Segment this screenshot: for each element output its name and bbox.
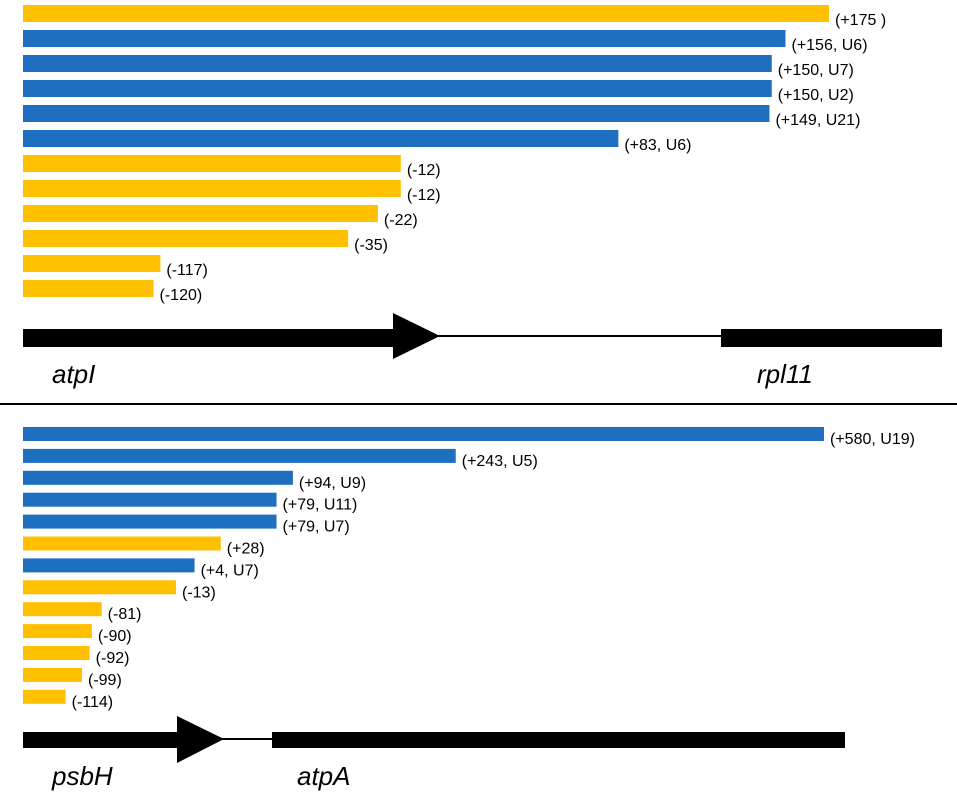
bar-label-1-4: (+149, U21) [775,112,860,129]
bar-1-10 [23,255,161,272]
bar-label-1-7: (-12) [407,187,441,204]
bar-2-2 [23,470,293,485]
bar-label-1-3: (+150, U2) [778,87,854,104]
bar-label-1-2: (+150, U7) [778,62,854,79]
bar-label-2-12: (-114) [72,694,114,711]
bar-1-7 [23,180,401,197]
bar-label-2-10: (-92) [96,650,130,667]
bar-label-2-5: (+28) [227,541,265,558]
bar-2-11 [23,667,83,682]
bar-label-2-0: (+580, U19) [830,431,915,448]
bar-1-11 [23,280,154,297]
rpl11-gene-body [721,329,942,347]
atpA-gene-body [272,732,845,748]
bar-label-1-11: (-120) [160,287,203,304]
gene-map-2: psbH atpA [23,716,845,791]
bar-label-1-9: (-35) [354,237,388,254]
bar-2-10 [23,646,90,660]
gene-map-1: atpI rpl11 [23,313,942,389]
bar-label-1-8: (-22) [384,212,418,229]
gene-label-atpA: atpA [297,761,351,791]
bar-2-7 [23,580,176,595]
panel-atpI-rpl11: (+175 ) (+156, U6) (+150, U7) (+150, U2) (+1… [23,5,886,304]
bar-label-2-3: (+79, U11) [283,497,358,514]
bar-label-1-1: (+156, U6) [791,37,867,54]
bar-1-3 [23,80,772,97]
bar-1-4 [23,105,770,122]
bar-1-2 [23,55,772,72]
psbH-gene-arrowhead [177,716,224,763]
bar-label-1-6: (-12) [407,162,441,179]
bar-1-9 [23,230,349,247]
bar-2-9 [23,624,92,639]
bar-2-12 [23,689,66,704]
bar-label-1-10: (-117) [166,262,208,279]
bar-label-2-4: (+79, U7) [283,519,350,536]
bar-label-1-5: (+83, U6) [624,137,691,154]
bar-2-1 [23,448,456,463]
bar-label-2-2: (+94, U9) [299,475,366,492]
bar-2-0 [23,427,824,441]
bar-label-2-7: (-13) [182,584,216,601]
bar-label-2-1: (+243, U5) [462,453,538,470]
bar-label-2-8: (-81) [108,606,142,623]
gene-label-rpl11: rpl11 [757,359,813,389]
bar-2-6 [23,558,195,573]
gene-label-psbH: psbH [51,761,113,791]
psbH-gene-body [23,732,181,748]
bar-1-6 [23,155,401,172]
bar-1-0 [23,5,829,22]
bar-2-4 [23,514,277,529]
atpI-gene-arrowhead [393,313,440,359]
panel-psbH-atpA: (+580, U19) (+243, U5) (+94, U9) (+79, U11)… [23,427,915,711]
bar-2-3 [23,492,277,507]
atpI-gene-body [23,329,395,347]
gene-label-atpI: atpI [52,359,95,389]
bar-label-2-11: (-99) [88,672,122,689]
bar-label-2-9: (-90) [98,628,132,645]
bar-label-2-6: (+4, U7) [201,562,259,579]
bar-1-5 [23,130,619,147]
bar-2-5 [23,536,221,551]
bar-1-1 [23,30,786,47]
bar-1-8 [23,205,378,222]
bar-2-8 [23,602,102,617]
bar-label-1-0: (+175 ) [835,12,886,29]
